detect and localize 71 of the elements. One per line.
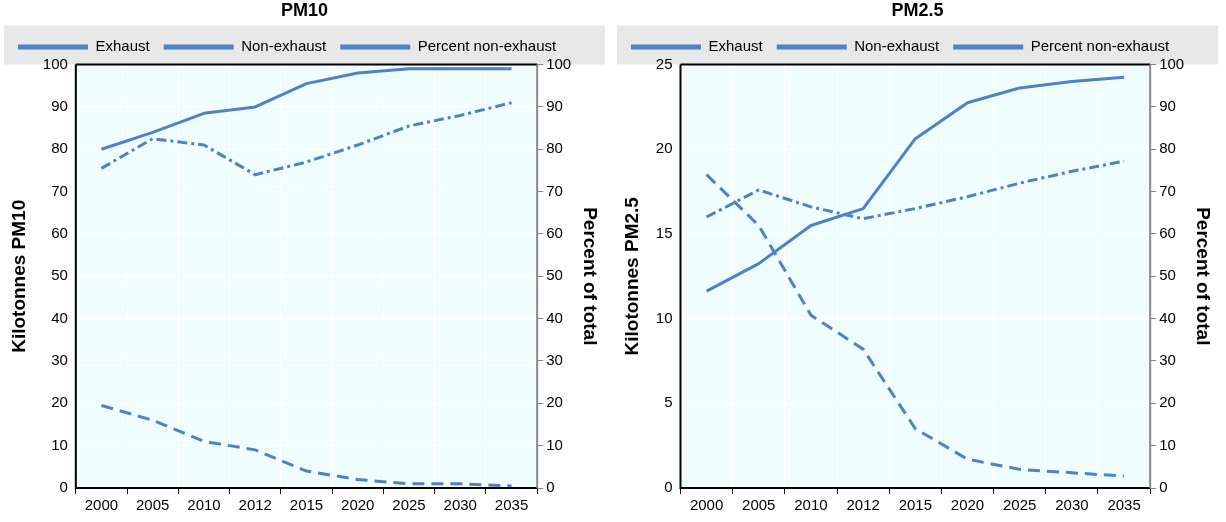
y2-axis-title: Percent of total [1193,207,1215,346]
y2-tick-label: 50 [1159,266,1176,284]
x-tick-label: 2030 [443,496,477,514]
y2-tick-label: 20 [546,393,563,411]
y2-tick-label: 60 [1159,224,1176,242]
legend-label: Exhaust [708,37,764,55]
y-tick-label: 25 [655,54,673,72]
x-tick-label: 2010 [794,496,828,514]
legend-label: Non-exhaust [854,37,941,55]
y-tick-label: 90 [51,97,68,115]
y-tick-label: 80 [51,139,68,157]
legend-label: Non-exhaust [241,37,328,55]
y2-tick-label: 80 [546,139,563,157]
y2-tick-label: 30 [546,351,563,369]
x-tick-label: 2030 [1055,496,1089,514]
y2-tick-label: 50 [546,266,563,284]
y-axis-title: Kilotonnes PM2.5 [620,196,642,356]
x-tick-label: 2012 [846,496,880,514]
legend-label: Exhaust [95,37,151,55]
y2-tick-label: 40 [1159,308,1176,326]
x-tick-label: 2015 [898,496,933,514]
x-tick-label: 2025 [1003,496,1037,514]
y-tick-label: 30 [51,351,68,369]
y2-tick-label: 60 [546,224,563,242]
y-tick-label: 100 [42,54,68,72]
y2-tick-label: 100 [546,54,572,72]
y-tick-label: 60 [51,224,68,242]
x-tick-label: 2020 [950,496,985,514]
y2-tick-label: 80 [1159,139,1176,157]
x-tick-label: 2035 [494,496,529,514]
y2-tick-label: 90 [1159,97,1176,115]
y2-tick-label: 10 [546,435,563,453]
y-tick-label: 70 [51,181,68,199]
y-tick-label: 15 [655,224,673,242]
y2-tick-label: 30 [1159,351,1176,369]
legend-label: Percent non-exhaust [1030,37,1170,55]
x-tick-label: 2000 [84,496,119,514]
y-tick-label: 40 [51,308,68,326]
chart-title: PM2.5 [891,0,944,20]
y2-tick-label: 40 [546,308,563,326]
y2-tick-label: 0 [546,478,555,496]
y-axis-title: Kilotonnes PM10 [7,199,29,353]
x-tick-label: 2015 [289,496,324,514]
y2-tick-label: 100 [1159,54,1185,72]
y-tick-label: 5 [664,393,673,411]
x-tick-label: 2025 [392,496,426,514]
y-tick-label: 50 [51,266,68,284]
x-tick-label: 2020 [341,496,375,514]
y2-tick-label: 70 [546,181,563,199]
x-tick-label: 2005 [742,496,776,514]
y-tick-label: 0 [664,478,673,496]
x-tick-label: 2005 [136,496,170,514]
y2-tick-label: 10 [1159,435,1176,453]
y-tick-label: 20 [51,393,68,411]
legend-label: Percent non-exhaust [417,37,557,55]
y-tick-label: 10 [655,308,673,326]
line-series [99,403,514,488]
x-tick-label: 2035 [1107,496,1141,514]
x-tick-label: 2012 [238,496,272,514]
y2-tick-label: 0 [1159,478,1168,496]
line-series [99,101,514,177]
y2-tick-label: 90 [546,97,563,115]
y2-tick-label: 70 [1159,181,1176,199]
y2-tick-label: 20 [1159,393,1176,411]
chart-title: PM10 [280,0,329,20]
x-tick-label: 2000 [689,496,724,514]
y-tick-label: 0 [59,478,68,496]
y-tick-label: 20 [655,139,673,157]
y-tick-label: 10 [51,435,68,453]
x-tick-label: 2010 [187,496,221,514]
y2-axis-title: Percent of total [580,207,602,346]
